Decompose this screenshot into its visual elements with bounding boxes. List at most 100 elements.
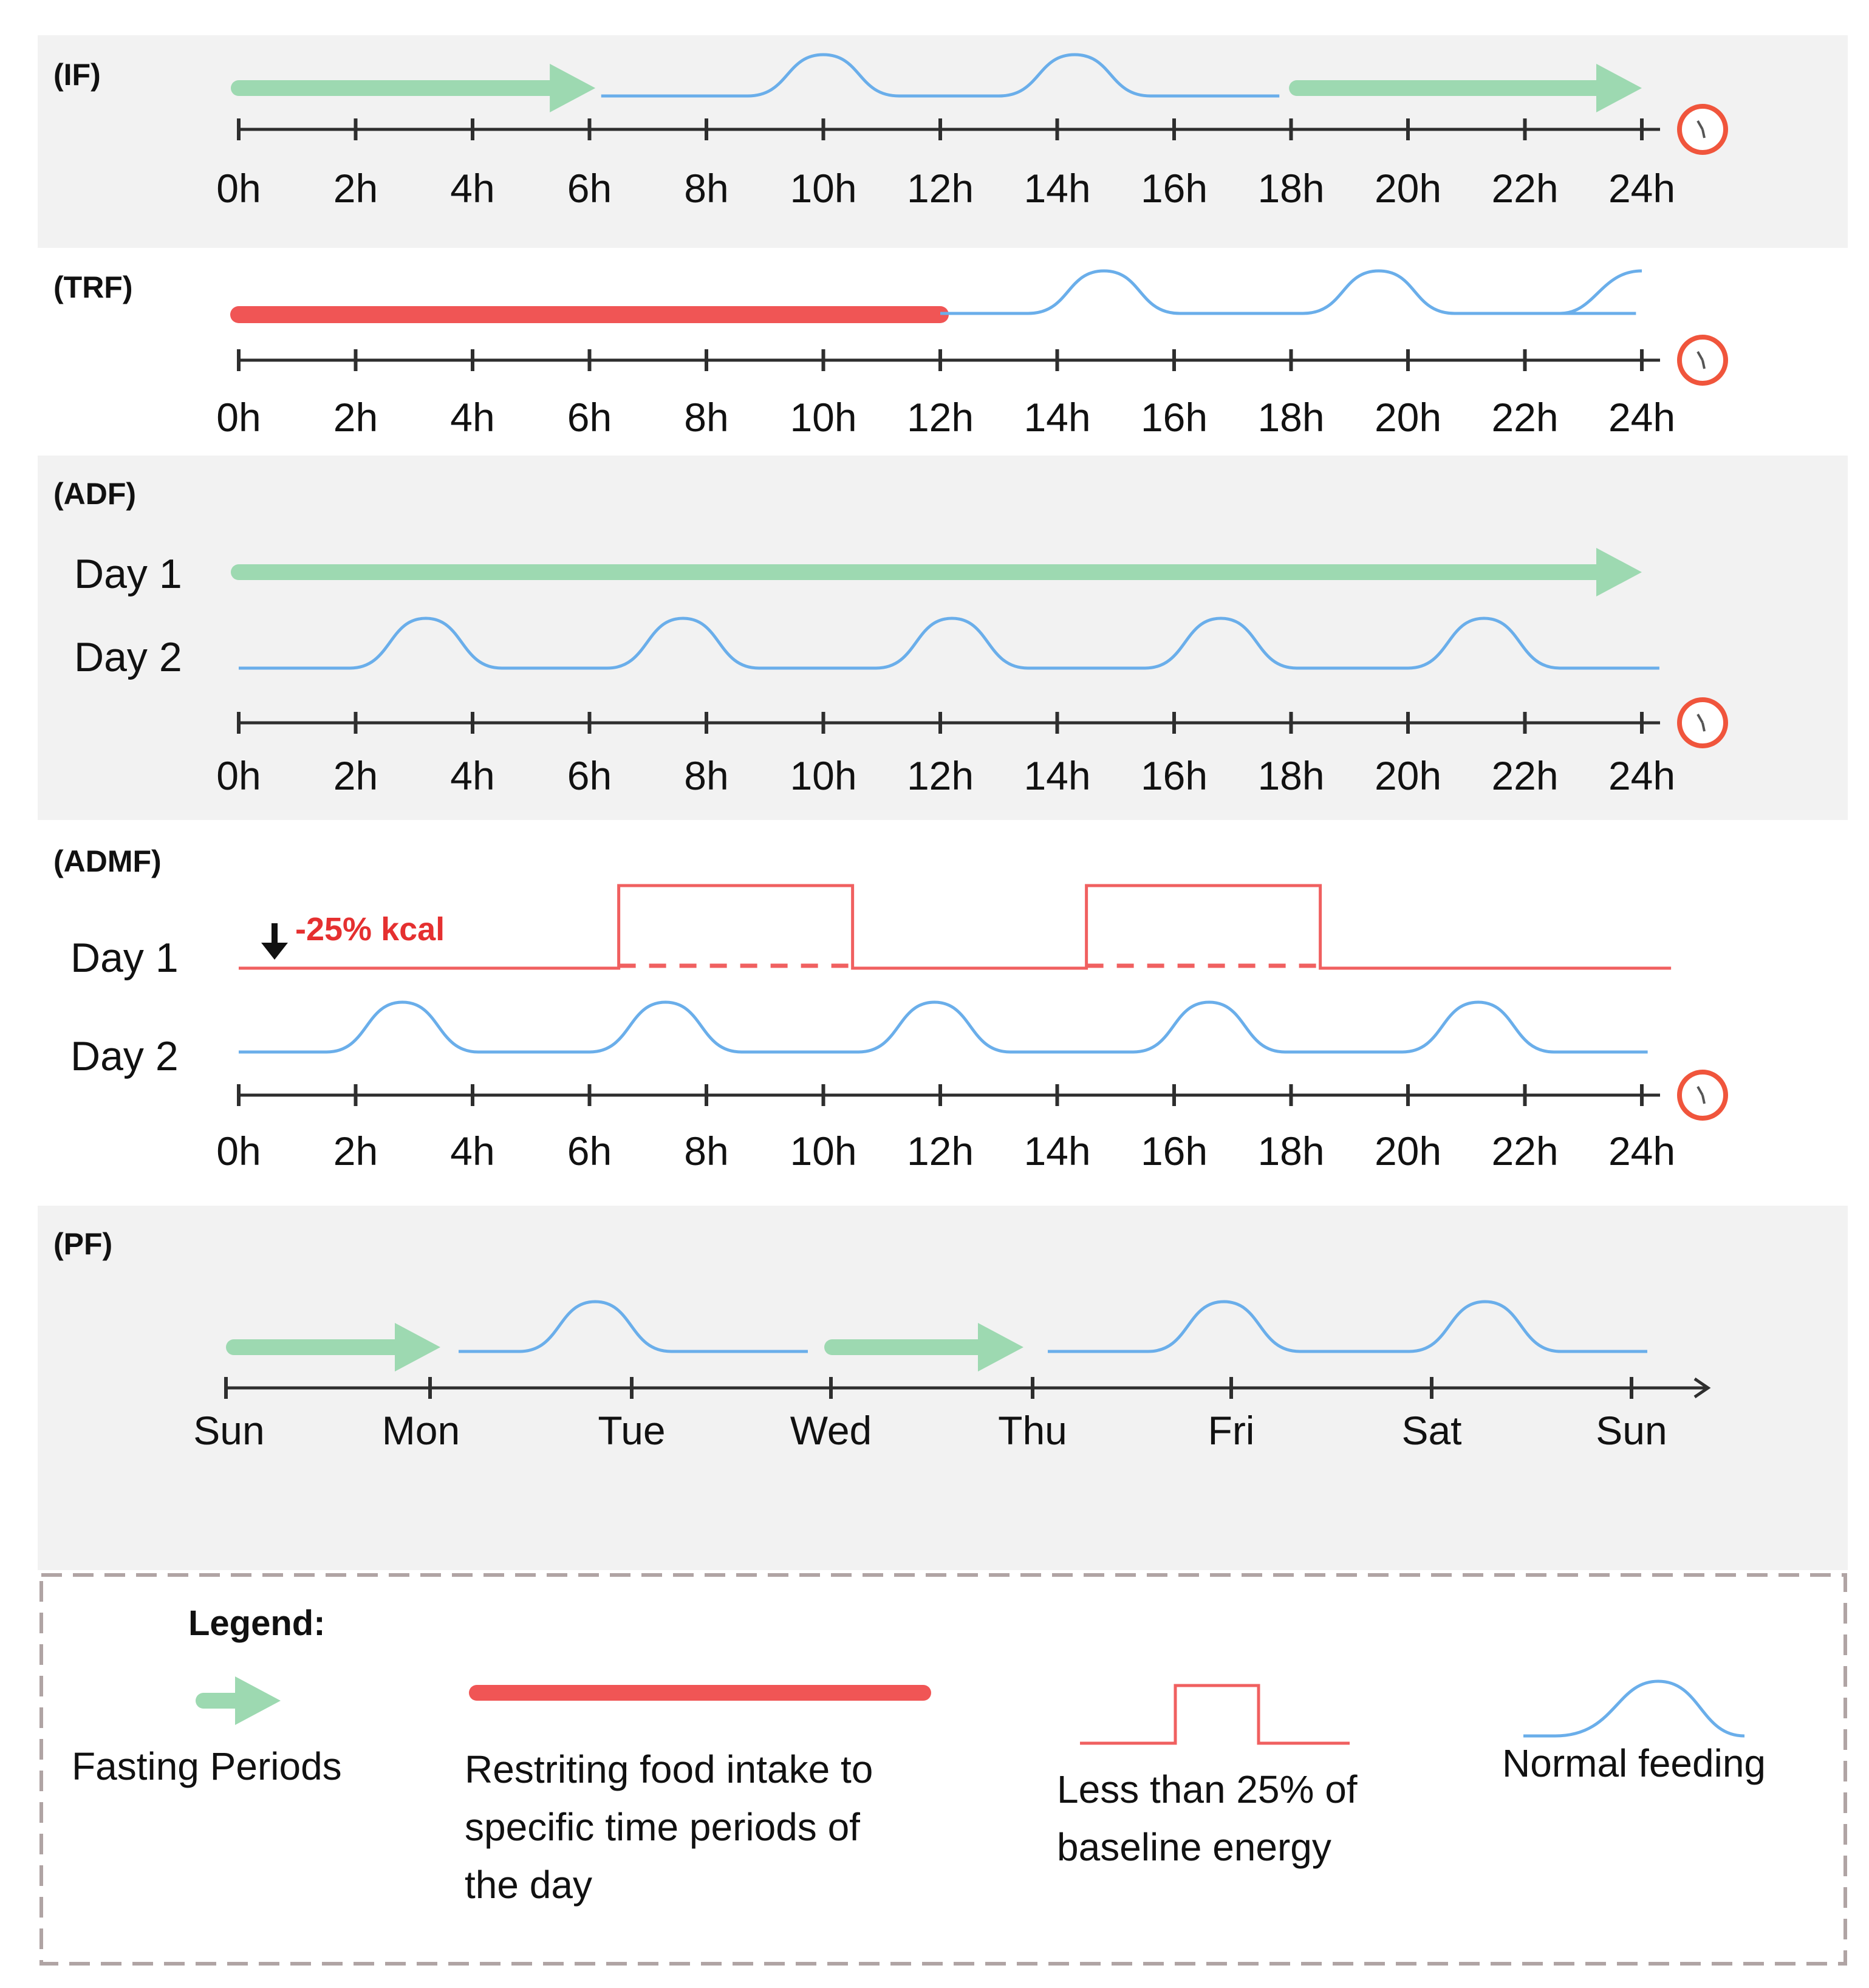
adf-day2-label: Day 2 xyxy=(74,634,182,680)
legend-fasting-label: Fasting Periods xyxy=(72,1744,342,1788)
clock-hand-hour xyxy=(1696,351,1704,361)
admf-day2-label: Day 2 xyxy=(70,1033,179,1079)
axis-arrow-icon xyxy=(1693,1377,1711,1399)
pf-tick-label-0: Sun xyxy=(193,1408,264,1453)
adf-day1-label: Day 1 xyxy=(74,551,182,597)
arrow-right-icon xyxy=(550,64,596,112)
arrow-right-icon xyxy=(978,1323,1023,1371)
adf-tick-label-2: 4h xyxy=(450,753,494,798)
adf-tick-label-7: 14h xyxy=(1023,753,1090,798)
admf-tick-label-11: 22h xyxy=(1491,1129,1558,1173)
legend-low-energy-line2: baseline energy xyxy=(1057,1825,1331,1869)
legend-fasting-swatch xyxy=(196,1676,281,1725)
admf-day1-label: Day 1 xyxy=(70,935,179,981)
adf-tick-label-11: 22h xyxy=(1491,753,1558,798)
if-tick-label-2: 4h xyxy=(450,166,494,211)
adf-tick-label-0: 0h xyxy=(216,753,261,798)
if-fasting-arrow-2 xyxy=(1289,64,1642,112)
if-tick-label-10: 20h xyxy=(1375,166,1441,211)
admf-low-energy-line xyxy=(239,884,1672,970)
admf-tick-label-4: 8h xyxy=(684,1129,728,1173)
kcal-reduction-note: -25% kcal xyxy=(295,911,445,948)
legend-title: Legend: xyxy=(188,1604,326,1643)
adf-panel-label: (ADF) xyxy=(53,477,136,511)
if-tick-label-5: 10h xyxy=(790,166,856,211)
admf-tick-label-8: 16h xyxy=(1141,1129,1208,1173)
trf-tick-label-5: 10h xyxy=(790,395,856,440)
legend-low-energy-swatch xyxy=(1080,1684,1350,1745)
admf-tick-label-3: 6h xyxy=(567,1129,612,1173)
adf-tick-label-1: 2h xyxy=(333,753,378,798)
if-tick-label-9: 18h xyxy=(1257,166,1324,211)
admf-tick-label-12: 24h xyxy=(1608,1129,1675,1173)
legend-box xyxy=(39,1573,1847,1966)
clock-hand-hour xyxy=(1696,714,1704,723)
adf-tick-label-9: 18h xyxy=(1257,753,1324,798)
admf-tick-label-2: 4h xyxy=(450,1129,494,1173)
clock-icon xyxy=(1677,1070,1728,1121)
legend-normal-label: Normal feeding xyxy=(1502,1741,1766,1785)
adf-tick-label-4: 8h xyxy=(684,753,728,798)
pf-normal-wave-1 xyxy=(459,1300,808,1353)
trf-tick-label-0: 0h xyxy=(216,395,261,440)
adf-fasting-arrow xyxy=(231,548,1642,596)
pf-tick-label-5: Fri xyxy=(1208,1408,1255,1453)
if-normal-wave xyxy=(601,53,1280,98)
trf-tick-label-7: 14h xyxy=(1023,395,1090,440)
legend-fasting-arrow xyxy=(196,1676,281,1725)
arrow-down-icon xyxy=(261,923,288,960)
clock-hand-hour xyxy=(1696,1086,1704,1096)
pf-timeline: Sun Mon Tue Wed Thu Fri Sat Sun xyxy=(193,1300,1711,1453)
if-tick-label-1: 2h xyxy=(333,166,378,211)
clock-icon xyxy=(1677,335,1728,386)
if-tick-label-4: 8h xyxy=(684,166,728,211)
pf-tick-label-3: Wed xyxy=(790,1408,872,1453)
trf-tick-label-10: 20h xyxy=(1375,395,1441,440)
legend-low-energy-line1: Less than 25% of xyxy=(1057,1768,1358,1811)
pf-tick-label-6: Sat xyxy=(1401,1408,1461,1453)
adf-panel-bg xyxy=(38,456,1848,820)
admf-panel-label: (ADMF) xyxy=(53,844,162,878)
clock-icon xyxy=(1677,697,1728,748)
adf-tick-label-3: 6h xyxy=(567,753,612,798)
adf-tick-label-5: 10h xyxy=(790,753,856,798)
arrow-right-icon xyxy=(395,1323,440,1371)
admf-tick-label-5: 10h xyxy=(790,1129,856,1173)
admf-tick-label-7: 14h xyxy=(1023,1129,1090,1173)
admf-tick-label-1: 2h xyxy=(333,1129,378,1173)
adf-tick-label-12: 24h xyxy=(1608,753,1675,798)
if-tick-label-8: 16h xyxy=(1141,166,1208,211)
pf-tick-label-4: Thu xyxy=(998,1408,1067,1453)
clock-hand-minute xyxy=(1701,129,1706,138)
admf-timeline: -25% kcal 0h 2h 4h 6h 8h 10h 12h 14h 16h 18h 20h 22… xyxy=(216,884,1728,1173)
admf-normal-wave xyxy=(239,1000,1648,1054)
adf-timeline: 0h 2h 4h 6h 8h 10h 12h 14h 16h 18h 20h 22h 24h xyxy=(216,548,1728,798)
clock-hand-minute xyxy=(1701,360,1706,369)
arrow-right-icon xyxy=(235,1676,281,1725)
pf-fasting-arrow-2 xyxy=(824,1323,1023,1371)
trf-panel-label: (TRF) xyxy=(53,270,133,304)
if-panel-label: (IF) xyxy=(53,58,101,92)
trf-normal-wave-end xyxy=(1560,269,1642,315)
if-tick-label-3: 6h xyxy=(567,166,612,211)
if-tick-label-7: 14h xyxy=(1023,166,1090,211)
if-tick-label-6: 12h xyxy=(907,166,974,211)
trf-tick-label-8: 16h xyxy=(1141,395,1208,440)
trf-normal-wave xyxy=(940,269,1636,315)
arrow-right-icon xyxy=(1596,64,1642,112)
clock-hand-minute xyxy=(1701,722,1706,732)
trf-tick-label-6: 12h xyxy=(907,395,974,440)
trf-tick-label-11: 22h xyxy=(1491,395,1558,440)
adf-tick-label-6: 12h xyxy=(907,753,974,798)
admf-tick-label-6: 12h xyxy=(907,1129,974,1173)
pf-fasting-arrow-1 xyxy=(226,1323,440,1371)
if-timeline: 0h 2h 4h 6h 8h 10h 12h 14h 16h 18h 20h 22h 24h xyxy=(216,53,1728,211)
arrow-right-icon xyxy=(1596,548,1642,596)
adf-normal-wave xyxy=(239,617,1659,670)
adf-tick-label-10: 20h xyxy=(1375,753,1441,798)
clock-icon xyxy=(1677,104,1728,155)
clock-hand-minute xyxy=(1701,1095,1706,1104)
trf-tick-label-9: 18h xyxy=(1257,395,1324,440)
trf-tick-label-12: 24h xyxy=(1608,395,1675,440)
trf-tick-label-3: 6h xyxy=(567,395,612,440)
